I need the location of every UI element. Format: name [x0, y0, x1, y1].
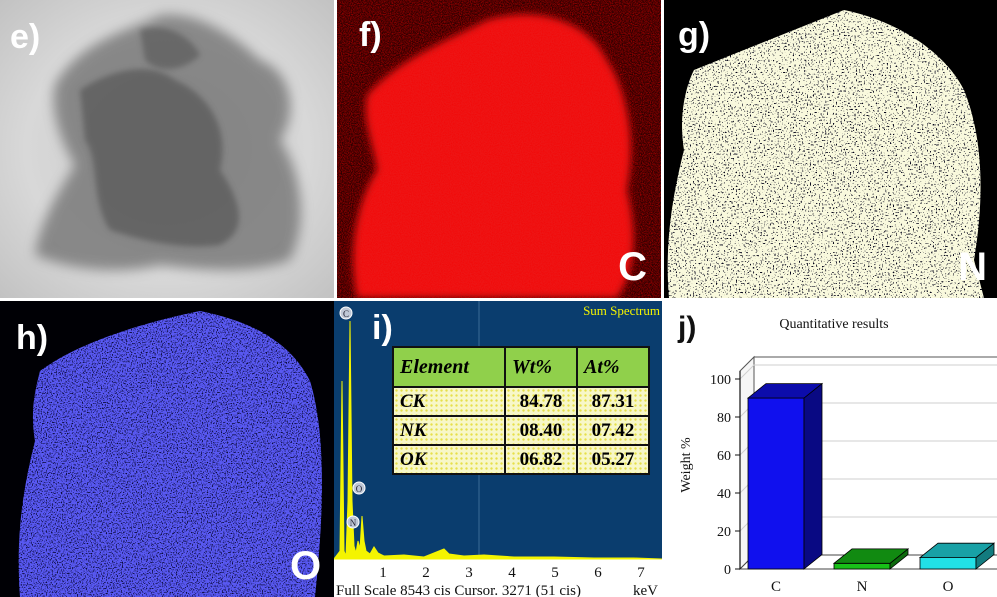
bar-c-top — [746, 383, 824, 399]
nitrogen-map-panel: g) N — [664, 0, 997, 298]
oxygen-map — [0, 301, 334, 597]
cell-element: NK — [392, 415, 506, 446]
x-label-c: C — [771, 579, 781, 595]
peak-label-n: N — [350, 518, 357, 528]
tem-image-panel: e) — [0, 0, 335, 298]
panel-label-f: f) — [359, 16, 382, 54]
panel-label-i: i) — [372, 309, 393, 347]
y-tick-label: 0 — [724, 563, 731, 578]
nitrogen-map — [664, 0, 997, 298]
gridline — [739, 364, 997, 380]
peak-label-o: O — [356, 484, 363, 494]
carbon-map — [337, 0, 661, 298]
composition-table: Element Wt% At% CK 84.78 87.31 NK 08.40 … — [392, 346, 650, 475]
element-label-n: N — [958, 245, 987, 289]
spectrum-title: Sum Spectrum — [583, 303, 660, 318]
spectrum-x-ticks: 1 2 3 4 5 6 7 — [379, 565, 645, 581]
quantitative-chart-panel: j) Quantitative results Weight % 0 20 40 60… — [664, 301, 997, 597]
table-row: CK 84.78 87.31 — [392, 386, 650, 417]
x-label-o: O — [943, 579, 954, 595]
eds-spectrum-panel: C O N Sum Spectrum 1 2 3 4 5 6 7 Full Sc… — [334, 301, 664, 597]
cell-wt: 84.78 — [504, 386, 578, 417]
tick-6: 6 — [594, 565, 602, 581]
peak-label-c: C — [343, 309, 349, 319]
oxygen-map-panel: h) O — [0, 301, 334, 597]
tick-3: 3 — [465, 565, 473, 581]
y-tick-label: 20 — [717, 525, 731, 540]
y-tick-label: 40 — [717, 487, 731, 502]
x-label-n: N — [857, 579, 868, 595]
peak-marker-o — [352, 481, 366, 495]
panel-label-e: e) — [10, 18, 41, 56]
header-element: Element — [392, 346, 506, 388]
tick-7: 7 — [637, 565, 645, 581]
tick-1: 1 — [379, 565, 387, 581]
tem-particle — [35, 14, 301, 271]
peak-marker-c — [339, 306, 353, 320]
tick-2: 2 — [422, 565, 430, 581]
panel-label-h: h) — [16, 319, 49, 357]
peak-marker-n — [346, 515, 360, 529]
cell-at: 05.27 — [576, 444, 650, 475]
cell-at: 87.31 — [576, 386, 650, 417]
cell-wt: 08.40 — [504, 415, 578, 446]
spectrum-unit: keV — [633, 583, 658, 597]
table-row: OK 06.82 05.27 — [392, 444, 650, 475]
bar-chart: Quantitative results Weight % 0 20 40 60 80 1… — [679, 317, 997, 595]
tick-4: 4 — [508, 565, 516, 581]
bar-c-side — [803, 382, 823, 570]
bar-o-front — [919, 557, 977, 570]
element-label-c: C — [618, 245, 647, 289]
y-tick-label: 80 — [717, 411, 731, 426]
bar-o-top — [918, 542, 996, 559]
panel-label-j: j) — [678, 311, 697, 344]
bar-n-front — [833, 562, 891, 570]
y-tick-label: 60 — [717, 449, 731, 464]
panel-label-g: g) — [678, 16, 711, 54]
header-wt: Wt% — [504, 346, 578, 388]
cell-at: 07.42 — [576, 415, 650, 446]
header-at: At% — [576, 346, 650, 388]
cell-element: OK — [392, 444, 506, 475]
bar-c-front — [747, 397, 805, 570]
cell-wt: 06.82 — [504, 444, 578, 475]
y-tick-label: 100 — [710, 373, 731, 388]
cell-element: CK — [392, 386, 506, 417]
bar-n-top — [832, 548, 910, 564]
tick-5: 5 — [551, 565, 559, 581]
y-axis-label: Weight % — [679, 437, 694, 493]
table-row: NK 08.40 07.42 — [392, 415, 650, 446]
carbon-map-panel: f) C — [337, 0, 661, 298]
spectrum-footer: Full Scale 8543 cis Cursor. 3271 (51 cis… — [336, 583, 581, 597]
chart-title: Quantitative results — [779, 317, 888, 332]
element-label-o: O — [290, 544, 322, 588]
table-header-row: Element Wt% At% — [392, 346, 650, 388]
